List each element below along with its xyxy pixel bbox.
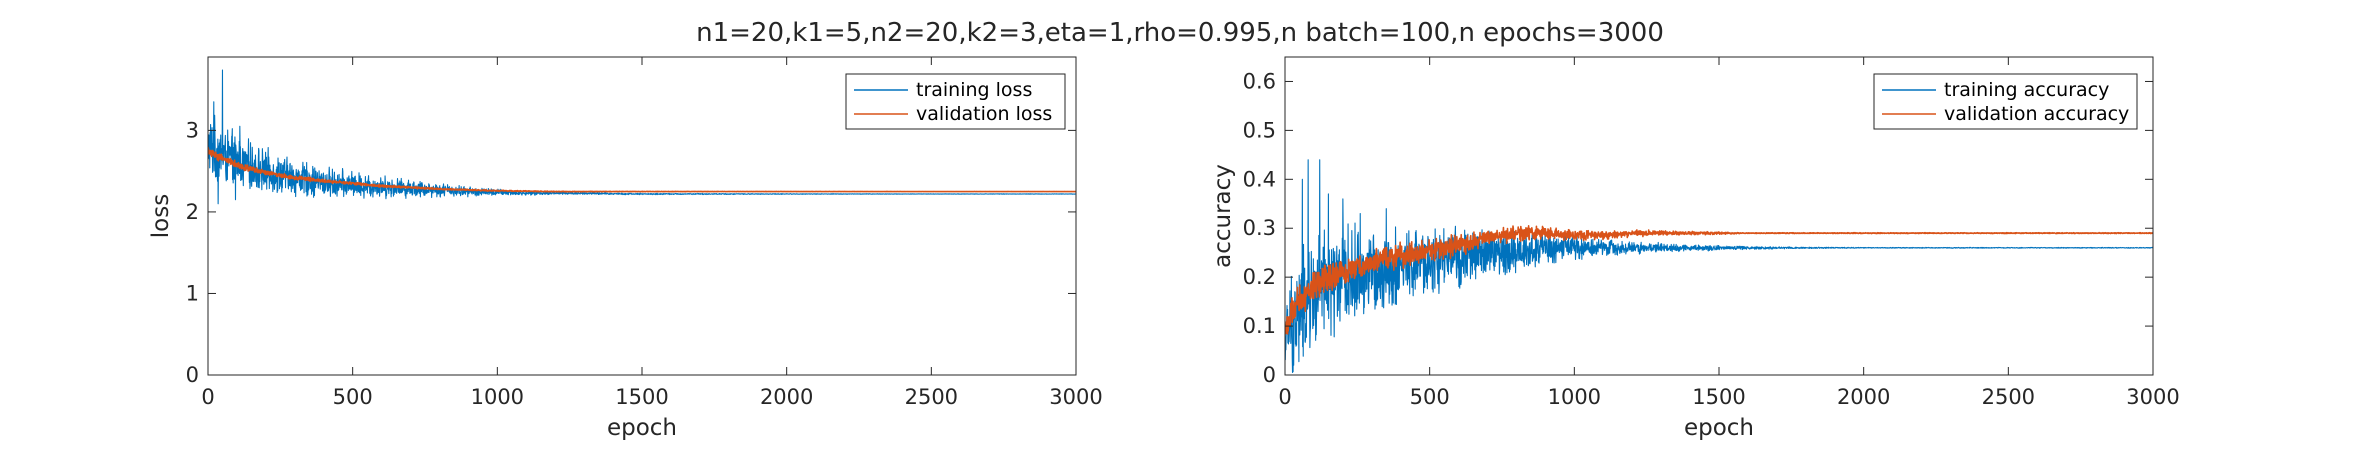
y-tick-label: 2 (186, 200, 199, 224)
x-tick-label: 1500 (615, 385, 668, 409)
series-line-validation-loss (208, 147, 1076, 193)
x-tick-label: 2000 (760, 385, 813, 409)
x-tick-label: 500 (1410, 385, 1450, 409)
x-tick-label: 1000 (1548, 385, 1601, 409)
y-tick-label: 0 (1263, 363, 1276, 387)
series-group (1285, 159, 2153, 374)
legend-label: validation loss (916, 103, 1052, 125)
y-tick-label: 0.2 (1243, 265, 1276, 289)
series-line-validation-accuracy (1285, 225, 2153, 335)
y-tick-label: 0.3 (1243, 216, 1276, 240)
x-tick-label: 2500 (1982, 385, 2035, 409)
loss-plot: 0 500 1000 1500 2000 2500 3000 0 1 2 3 epoch loss tra… (148, 56, 1103, 441)
figure-title: n1=20,k1=5,n2=20,k2=3,eta=1,rho=0.995,n … (696, 18, 1664, 48)
x-tick-label: 1500 (1692, 385, 1745, 409)
y-tick-label: 1 (186, 281, 199, 305)
legend-label: training accuracy (1944, 79, 2109, 101)
x-tick-label: 0 (1278, 385, 1291, 409)
y-axis-label: loss (148, 194, 174, 238)
y-tick-label: 0.5 (1243, 118, 1276, 142)
y-tick-label: 0.6 (1243, 69, 1276, 93)
accuracy-plot: 0 500 1000 1500 2000 2500 3000 0 0.1 0.2 0.3 0.4 0.5… (1210, 56, 2180, 441)
legend-label: training loss (916, 79, 1032, 101)
x-tick-label: 500 (333, 385, 373, 409)
y-tick-label: 0 (186, 363, 199, 387)
x-tick-label: 3000 (1049, 385, 1102, 409)
x-tick-label: 2500 (905, 385, 958, 409)
x-tick-label: 0 (201, 385, 214, 409)
y-tick-label: 0.4 (1243, 167, 1276, 191)
legend-box (1873, 73, 2138, 130)
series-group (208, 69, 1076, 205)
legend-box (845, 73, 1066, 130)
x-tick-label: 2000 (1837, 385, 1890, 409)
y-tick-label: 3 (186, 118, 199, 142)
x-tick-label: 3000 (2126, 385, 2179, 409)
x-tick-label: 1000 (471, 385, 524, 409)
series-line-training-loss (208, 69, 1076, 205)
x-axis-label: epoch (1684, 415, 1754, 441)
y-tick-label: 0.1 (1243, 314, 1276, 338)
y-axis-label: accuracy (1210, 164, 1236, 268)
legend-label: validation accuracy (1944, 103, 2129, 125)
x-axis-label: epoch (607, 415, 677, 441)
